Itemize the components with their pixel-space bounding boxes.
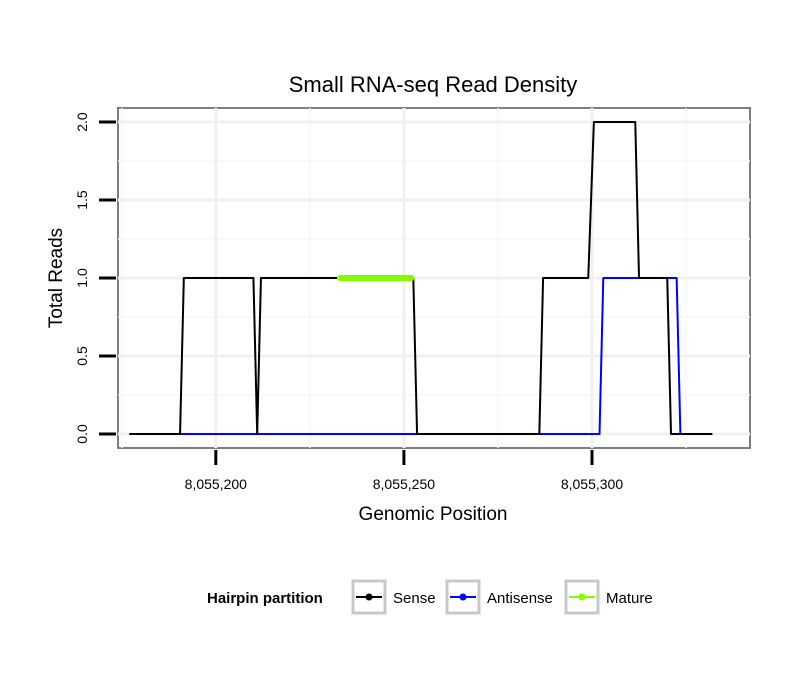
series-lines	[129, 121, 713, 435]
legend-title: Hairpin partition	[207, 590, 323, 607]
series-line-sense	[129, 121, 713, 435]
y-axis-title: Total Reads	[46, 228, 67, 328]
x-tick-label: 8,055,200	[185, 476, 247, 492]
legend-dot-antisense	[459, 593, 467, 601]
legend: Hairpin partition Sense Antisense Mature	[207, 579, 653, 615]
y-tick-label: 1.5	[74, 190, 90, 210]
legend-item-sense: Sense	[351, 579, 436, 615]
legend-item-mature: Mature	[564, 579, 653, 615]
y-tick-label: 0.0	[74, 424, 90, 444]
y-tick-label: 1.0	[74, 268, 90, 288]
x-tick-label: 8,055,300	[561, 476, 623, 492]
chart-title: Small RNA-seq Read Density	[289, 72, 578, 97]
legend-item-antisense: Antisense	[445, 579, 553, 615]
x-axis: 8,055,200 8,055,250 8,055,300	[185, 450, 623, 492]
legend-dot-sense	[365, 593, 373, 601]
y-tick-label: 0.5	[74, 346, 90, 366]
legend-label-mature: Mature	[606, 590, 653, 607]
x-axis-title: Genomic Position	[359, 504, 508, 525]
x-tick-label: 8,055,250	[373, 476, 435, 492]
legend-label-sense: Sense	[393, 590, 436, 607]
y-axis: 0.0 0.5 1.0 1.5 2.0	[74, 112, 116, 444]
y-tick-label: 2.0	[74, 112, 90, 132]
legend-label-antisense: Antisense	[487, 590, 553, 607]
legend-dot-mature	[578, 593, 586, 601]
